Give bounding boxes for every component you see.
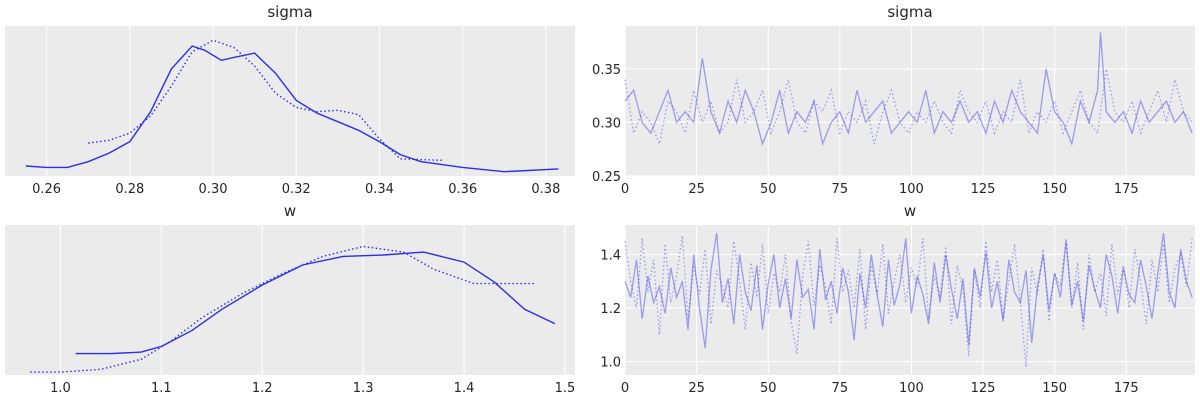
chart-sigma-kde: 0.26 0.28 0.30 0.32 0.34 0.36 0.38 [25,26,560,197]
panel-w-trace: w 0 25 50 75 100 125 150 175 1.0 1.2 1.4 [600,202,1195,396]
y-tick-label: 0.25 [592,170,621,185]
y-tick-label: 1.0 [600,356,621,371]
x-tick-label: 100 [899,381,924,396]
x-tick-label: 1.1 [151,381,172,396]
x-tick-label: 1.5 [555,381,576,396]
x-tick-label: 150 [1042,182,1067,197]
x-tick-label: 125 [971,182,996,197]
x-tick-label: 25 [688,182,705,197]
x-tick-label: 125 [971,381,996,396]
x-tick-label: 1.3 [353,381,374,396]
y-tick-label: 1.4 [600,248,621,263]
x-tick-label: 175 [1114,381,1139,396]
plot-area-w-kde [5,225,575,375]
x-tick-label: 0.26 [32,182,61,197]
chart-w-kde: 1.0 1.1 1.2 1.3 1.4 1.5 [30,225,575,396]
series-line-w-kde-dotted [30,245,535,373]
panel-title-w-kde: w [284,202,296,220]
x-tick-label: 1.4 [454,381,475,396]
x-tick-label: 0 [621,381,629,396]
x-tick-label: 175 [1114,182,1139,197]
series-line-sigma-kde-solid [25,45,559,173]
x-tick-label: 0.36 [448,182,477,197]
x-tick-label: 1.0 [50,381,71,396]
panel-title-sigma-kde: sigma [267,3,312,21]
panel-w-kde: w 1.0 1.1 1.2 1.3 1.4 1.5 [5,202,575,396]
series-line-w-trace-solid [624,232,1193,349]
x-tick-label: 0.32 [282,182,311,197]
x-tick-label: 50 [760,381,777,396]
x-tick-label: 0.34 [365,182,394,197]
panel-sigma-trace: sigma 0 25 50 75 100 125 150 175 0.25 0.30 0.35 [592,3,1195,197]
x-tick-label: 50 [760,182,777,197]
y-tick-label: 0.35 [592,63,621,78]
chart-sigma-trace: 0 25 50 75 100 125 150 175 0.25 0.30 0.35 [592,26,1195,197]
chart-w-trace: 0 25 50 75 100 125 150 175 1.0 1.2 1.4 [600,225,1195,396]
x-tick-label: 0.28 [115,182,144,197]
series-line-w-kde-solid [75,251,556,355]
x-tick-label: 1.2 [252,381,273,396]
series-line-sigma-trace-solid [624,32,1193,147]
panel-title-sigma-trace: sigma [887,3,932,21]
x-tick-label: 100 [899,182,924,197]
x-tick-label: 75 [832,381,849,396]
y-tick-label: 0.30 [592,116,621,131]
x-tick-label: 0.30 [199,182,228,197]
plot-area-sigma-kde [5,26,575,176]
plot-area-w-trace [625,225,1195,375]
x-tick-label: 0.38 [531,182,560,197]
y-tick-label: 1.2 [600,302,621,317]
series-line-w-trace-dotted [624,235,1193,368]
panel-sigma-kde: sigma 0.26 0.28 0.30 0.32 0.34 0.36 0.38 [5,3,575,197]
plot-area-sigma-trace [625,26,1195,176]
series-line-sigma-kde-dotted [88,39,442,161]
panel-title-w-trace: w [904,202,916,220]
x-tick-label: 0 [621,182,629,197]
x-tick-label: 75 [832,182,849,197]
x-tick-label: 25 [688,381,705,396]
x-tick-label: 150 [1042,381,1067,396]
